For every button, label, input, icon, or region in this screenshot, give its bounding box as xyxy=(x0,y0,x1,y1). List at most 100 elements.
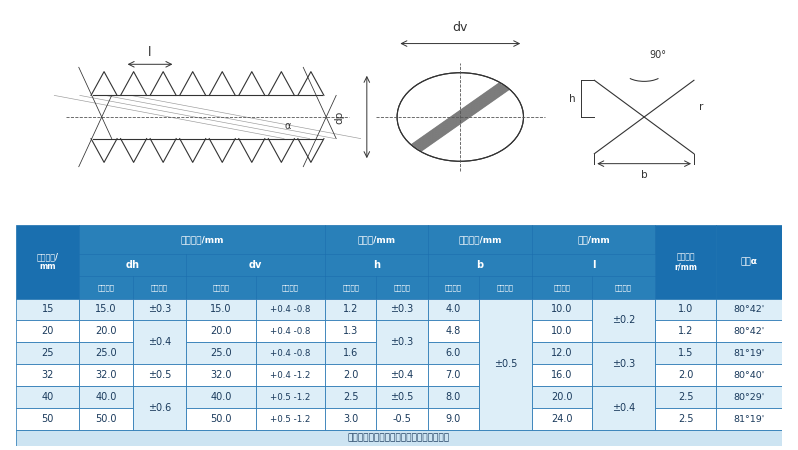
Bar xyxy=(532,320,591,342)
Text: ±0.3: ±0.3 xyxy=(390,305,413,315)
Text: h: h xyxy=(568,94,575,104)
Bar xyxy=(428,364,479,386)
Bar xyxy=(428,320,479,342)
Bar xyxy=(186,298,255,320)
Bar xyxy=(80,320,132,342)
Text: 允许偏差: 允许偏差 xyxy=(393,284,411,291)
Text: 80°42': 80°42' xyxy=(733,327,765,336)
Text: ±0.3: ±0.3 xyxy=(612,360,635,369)
Bar xyxy=(132,276,186,298)
Text: 公称尺寸: 公称尺寸 xyxy=(342,284,359,291)
Bar xyxy=(532,408,591,430)
Text: 25.0: 25.0 xyxy=(95,348,117,358)
Bar xyxy=(255,342,326,364)
Text: 4.0: 4.0 xyxy=(445,305,461,315)
Text: 2.5: 2.5 xyxy=(343,392,358,402)
Bar xyxy=(428,225,532,254)
Bar xyxy=(186,408,255,430)
Text: 25.0: 25.0 xyxy=(210,348,231,358)
Bar xyxy=(428,298,479,320)
Bar xyxy=(326,276,377,298)
Text: 15: 15 xyxy=(41,305,54,315)
Bar xyxy=(717,342,782,364)
Text: 32.0: 32.0 xyxy=(95,370,117,380)
Text: 90°: 90° xyxy=(650,50,666,60)
Text: l: l xyxy=(592,260,595,270)
Bar xyxy=(532,342,591,364)
Bar xyxy=(377,386,428,408)
Bar xyxy=(132,386,186,430)
Text: 20.0: 20.0 xyxy=(210,326,231,337)
Bar xyxy=(326,364,377,386)
Bar xyxy=(80,298,132,320)
Bar xyxy=(255,408,326,430)
Text: b: b xyxy=(641,170,647,180)
Bar xyxy=(326,320,377,342)
Ellipse shape xyxy=(397,73,523,161)
Text: 15.0: 15.0 xyxy=(210,305,231,315)
Bar xyxy=(428,254,532,276)
Text: r: r xyxy=(699,103,704,112)
Text: 2.5: 2.5 xyxy=(678,392,693,402)
Bar xyxy=(717,386,782,408)
Text: 允许偏差: 允许偏差 xyxy=(282,284,299,291)
Text: 螺纹底宽/mm: 螺纹底宽/mm xyxy=(458,235,502,244)
Bar xyxy=(532,364,591,386)
Text: +0.5 -1.2: +0.5 -1.2 xyxy=(271,415,310,424)
Bar xyxy=(377,276,428,298)
Bar xyxy=(80,364,132,386)
Text: 25: 25 xyxy=(41,348,54,358)
Bar xyxy=(326,342,377,364)
Bar xyxy=(377,320,428,364)
Text: α: α xyxy=(285,121,291,130)
Text: dv: dv xyxy=(249,260,263,270)
Bar xyxy=(655,298,717,320)
Text: ±0.3: ±0.3 xyxy=(390,338,413,347)
Bar xyxy=(479,298,532,430)
Text: 10.0: 10.0 xyxy=(551,326,572,337)
Text: dh: dh xyxy=(126,260,140,270)
Bar xyxy=(132,320,186,364)
Text: 10.0: 10.0 xyxy=(551,305,572,315)
Bar xyxy=(255,276,326,298)
Text: 12.0: 12.0 xyxy=(551,348,573,358)
Bar xyxy=(80,254,186,276)
Text: 6.0: 6.0 xyxy=(445,348,461,358)
Text: 20: 20 xyxy=(41,326,54,337)
Bar xyxy=(80,408,132,430)
Text: 8.0: 8.0 xyxy=(445,392,461,402)
Bar xyxy=(16,298,80,320)
Text: dp: dp xyxy=(334,110,344,124)
Bar xyxy=(717,320,782,342)
Bar xyxy=(532,386,591,408)
Text: 81°19': 81°19' xyxy=(733,349,765,358)
Bar xyxy=(16,342,80,364)
Bar xyxy=(186,364,255,386)
Text: 3.0: 3.0 xyxy=(343,414,358,424)
Text: ±0.5: ±0.5 xyxy=(390,392,413,402)
Text: 1.0: 1.0 xyxy=(678,305,693,315)
Bar xyxy=(326,386,377,408)
Text: +0.4 -1.2: +0.4 -1.2 xyxy=(271,371,310,380)
Text: 80°29': 80°29' xyxy=(733,393,765,402)
Bar xyxy=(16,225,80,298)
Bar xyxy=(717,408,782,430)
Text: 15.0: 15.0 xyxy=(95,305,117,315)
Text: 1.2: 1.2 xyxy=(343,305,358,315)
Text: -0.5: -0.5 xyxy=(393,414,412,424)
Bar xyxy=(16,408,80,430)
Text: ±0.2: ±0.2 xyxy=(611,315,635,325)
Text: 24.0: 24.0 xyxy=(551,414,573,424)
Text: ±0.5: ±0.5 xyxy=(494,360,517,369)
Text: 允许偏差: 允许偏差 xyxy=(497,284,514,291)
Text: 32: 32 xyxy=(41,370,54,380)
Text: 1.6: 1.6 xyxy=(343,348,358,358)
Text: 2.5: 2.5 xyxy=(678,414,693,424)
Bar xyxy=(532,254,655,276)
Text: b: b xyxy=(476,260,484,270)
Text: 20.0: 20.0 xyxy=(95,326,117,337)
Text: 40.0: 40.0 xyxy=(210,392,231,402)
Bar xyxy=(255,386,326,408)
Text: 基圆直径/mm: 基圆直径/mm xyxy=(180,235,224,244)
Bar xyxy=(326,254,428,276)
